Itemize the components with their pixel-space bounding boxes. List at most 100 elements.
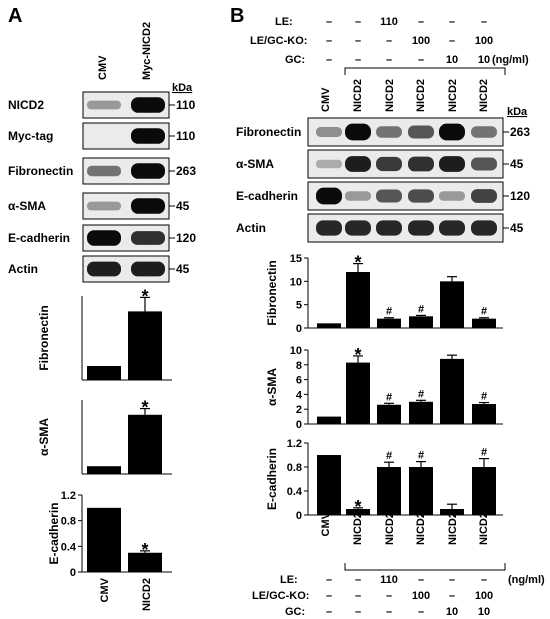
panel-a-kda-header: kDa bbox=[172, 82, 193, 94]
y-tick-label: 4 bbox=[296, 389, 303, 401]
panel-a-label: A bbox=[8, 5, 22, 27]
blot-protein-label: NICD2 bbox=[8, 98, 44, 112]
panel-a-lane-label: Myc-NICD2 bbox=[141, 22, 153, 80]
blot-protein-label: Fibronectin bbox=[236, 125, 301, 139]
bar bbox=[128, 414, 162, 474]
y-axis-label: Fibronectin bbox=[265, 260, 279, 325]
treatment-name: LE/GC-KO: bbox=[250, 35, 307, 47]
significance-asterisk: * bbox=[141, 398, 148, 418]
bar bbox=[346, 362, 370, 424]
blot-band bbox=[87, 261, 121, 277]
panel-a-lane-label: CMV bbox=[97, 55, 109, 80]
blot-band bbox=[376, 156, 402, 172]
treatment-value: – bbox=[386, 590, 392, 602]
blot-kda-label: 45 bbox=[510, 221, 524, 235]
bar bbox=[377, 318, 401, 328]
blot-band bbox=[439, 191, 465, 201]
treatment-value: – bbox=[418, 606, 424, 618]
y-axis-label: E-cadherin bbox=[47, 502, 61, 564]
blot-kda-label: 263 bbox=[510, 125, 530, 139]
blot-band bbox=[439, 220, 465, 236]
blot-band bbox=[87, 165, 121, 177]
significance-asterisk: * bbox=[354, 345, 361, 365]
treatment-value: – bbox=[449, 16, 455, 28]
treatment-value: – bbox=[386, 606, 392, 618]
y-tick-label: 0 bbox=[296, 323, 302, 335]
y-tick-label: 0 bbox=[296, 419, 302, 431]
bar bbox=[377, 404, 401, 424]
panel-b-lane-label: NICD2 bbox=[384, 79, 396, 112]
blot-band bbox=[87, 100, 121, 110]
significance-hash: # bbox=[481, 447, 487, 459]
treatment-value: 110 bbox=[380, 574, 398, 586]
blot-band bbox=[87, 230, 121, 246]
y-tick-label: 0.8 bbox=[61, 516, 76, 528]
panel-b-lane-label: NICD2 bbox=[478, 79, 490, 112]
y-axis-label: Fibronectin bbox=[37, 305, 51, 370]
blot-band bbox=[408, 189, 434, 203]
treatment-value: – bbox=[449, 590, 455, 602]
blot-band bbox=[408, 156, 434, 172]
blot-band bbox=[471, 220, 497, 236]
treatment-value: – bbox=[326, 35, 332, 47]
treatment-name: LE/GC-KO: bbox=[252, 590, 309, 602]
y-tick-label: 1.2 bbox=[61, 490, 76, 502]
treatment-value: 10 bbox=[478, 606, 490, 618]
panel-b-kda-header: kDa bbox=[507, 106, 528, 118]
blot-band bbox=[376, 220, 402, 236]
y-axis-label: α-SMA bbox=[37, 418, 51, 456]
treatment-value: 10 bbox=[478, 54, 490, 66]
bar bbox=[128, 552, 162, 572]
blot-band bbox=[345, 191, 371, 201]
y-axis-label: E-cadherin bbox=[265, 448, 279, 510]
treatment-value: – bbox=[355, 16, 361, 28]
y-tick-label: 0.4 bbox=[61, 541, 77, 553]
blot-strip bbox=[82, 91, 170, 119]
bar bbox=[346, 509, 370, 515]
treatment-value: – bbox=[326, 606, 332, 618]
panel-b-bottom-label: NICD2 bbox=[384, 512, 396, 545]
blot-band bbox=[408, 125, 434, 139]
significance-asterisk: * bbox=[141, 286, 148, 306]
treatment-value: 110 bbox=[380, 16, 398, 28]
y-tick-label: 0.4 bbox=[287, 486, 303, 498]
blot-kda-label: 45 bbox=[176, 262, 190, 276]
blot-band bbox=[131, 261, 165, 277]
bar-chart: 0 2 4 6 8 10 α-SMA * # # # bbox=[265, 345, 503, 431]
treatment-value: – bbox=[481, 16, 487, 28]
blot-band bbox=[131, 198, 165, 214]
blot-protein-label: Fibronectin bbox=[8, 164, 73, 178]
panel-b-bottom-label: NICD2 bbox=[478, 512, 490, 545]
y-tick-label: 8 bbox=[296, 360, 302, 372]
treatment-value: 100 bbox=[475, 590, 493, 602]
y-tick-label: 2 bbox=[296, 404, 302, 416]
bar-chart: Fibronectin * bbox=[37, 286, 172, 381]
bar-chart: 0 0.4 0.8 1.2E-cadherin * bbox=[47, 490, 172, 579]
panel-b-treatment-header: LE: LE/GC-KO: GC: – – 110 – – – – – – 100 – 100 – – – –… bbox=[250, 16, 529, 75]
y-tick-label: 0 bbox=[296, 510, 302, 522]
blot-band bbox=[345, 220, 371, 236]
bar bbox=[409, 401, 433, 424]
significance-hash: # bbox=[481, 306, 487, 318]
blot-band bbox=[471, 189, 497, 203]
significance-hash: # bbox=[418, 450, 424, 462]
unit-label: (ng/ml) bbox=[492, 54, 529, 66]
y-tick-label: 10 bbox=[290, 345, 302, 357]
blot-band bbox=[131, 231, 165, 245]
panel-b-bottom-label: NICD2 bbox=[352, 512, 364, 545]
significance-hash: # bbox=[386, 391, 392, 403]
blot-band bbox=[316, 127, 342, 137]
bar bbox=[440, 358, 464, 424]
treatment-value: – bbox=[355, 574, 361, 586]
blot-strip bbox=[82, 157, 170, 185]
panel-a-blots: NICD2 110 Myc-tag 110 Fibronectin 263 α-SMA 45 E… bbox=[8, 91, 196, 283]
panel-a-bottom-label: CMV bbox=[99, 577, 111, 602]
blot-band bbox=[131, 163, 165, 179]
blot-strip bbox=[82, 192, 170, 220]
bar bbox=[87, 466, 121, 474]
blot-strip bbox=[307, 181, 504, 211]
bar bbox=[317, 455, 341, 515]
significance-hash: # bbox=[418, 388, 424, 400]
blot-protein-label: E-cadherin bbox=[8, 231, 70, 245]
bar-chart: α-SMA * bbox=[37, 398, 172, 475]
